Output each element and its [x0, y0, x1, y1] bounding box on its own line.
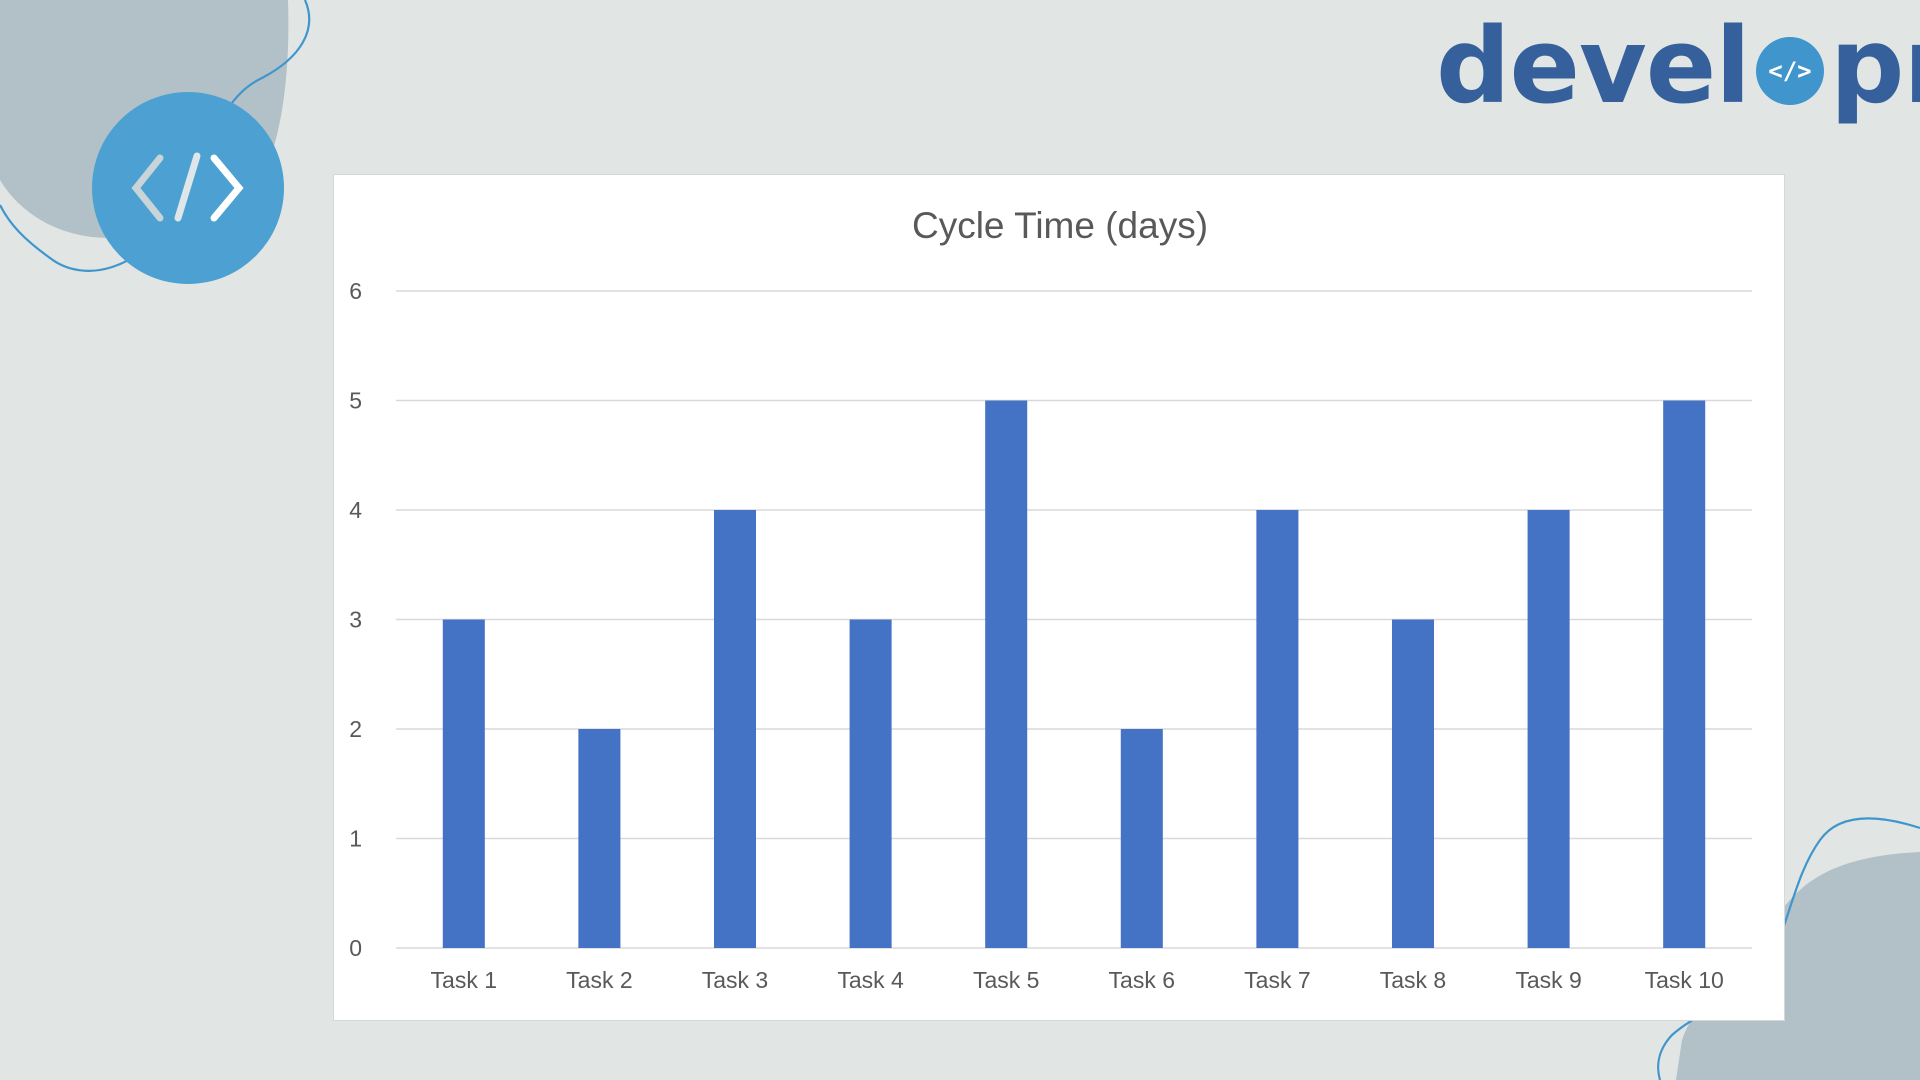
brand-logo-text-start: devel — [1436, 5, 1751, 127]
chart-title: Cycle Time (days) — [911, 205, 1209, 246]
y-tick-label: 5 — [349, 388, 362, 414]
x-tick-label: Task 7 — [1244, 967, 1310, 993]
bar — [1527, 510, 1570, 948]
code-icon-right-bracket — [210, 154, 244, 222]
bar — [1391, 619, 1435, 948]
x-tick-label: Task 1 — [431, 967, 497, 993]
bar — [578, 729, 621, 948]
y-tick-label: 2 — [349, 716, 362, 742]
bar — [1256, 510, 1299, 948]
x-tick-label: Task 9 — [1515, 967, 1581, 993]
y-tick-label: 6 — [349, 278, 362, 304]
code-icon-slash — [174, 152, 201, 222]
brand-logo: devel </> pn — [1436, 6, 1920, 126]
bar — [1663, 400, 1706, 948]
y-tick-label: 0 — [349, 935, 362, 961]
code-icon — [131, 152, 244, 222]
x-tick-label: Task 6 — [1109, 967, 1175, 993]
x-tick-label: Task 10 — [1645, 967, 1724, 993]
bar — [985, 400, 1028, 948]
y-tick-label: 4 — [349, 497, 362, 523]
bar — [713, 510, 757, 948]
code-icon-left-bracket — [131, 154, 164, 222]
bottom-right-blob — [1676, 852, 1920, 1080]
x-tick-label: Task 4 — [837, 967, 904, 993]
x-tick-label: Task 3 — [702, 967, 768, 993]
bar — [849, 619, 892, 948]
bar — [1120, 729, 1163, 948]
x-tick-label: Task 2 — [566, 967, 632, 993]
x-tick-label: Task 5 — [973, 967, 1039, 993]
y-tick-label: 3 — [349, 607, 362, 633]
chart-card: Cycle Time (days) 0 1 2 3 4 5 6 Task 1 Task 2 Tas… — [333, 174, 1785, 1021]
brand-logo-text-end: pn — [1829, 5, 1920, 127]
x-tick-label: Task 8 — [1380, 967, 1446, 993]
bar-chart: 0 1 2 3 4 5 6 Task 1 Task 2 Task 3 Task 4 Task 5 Tas… — [349, 278, 1752, 993]
bar — [442, 619, 485, 948]
brand-logo-code-mark: </> — [1755, 37, 1824, 105]
y-tick-label: 1 — [349, 826, 362, 852]
